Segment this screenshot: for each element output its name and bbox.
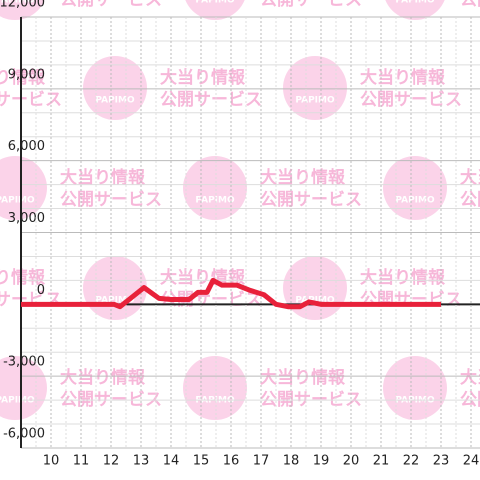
watermark-logo: [283, 256, 347, 320]
watermark-text: 大当り情報: [360, 67, 446, 88]
x-tick-label: 12: [103, 454, 120, 469]
watermark-logo-text: PAPIMO: [95, 96, 135, 106]
y-tick-label: 9,000: [8, 67, 45, 82]
x-tick-label: 18: [283, 454, 300, 469]
x-tick-label: 23: [433, 454, 450, 469]
watermark-text: 公開サービス: [260, 190, 362, 210]
watermark-logo-text: PAPIMO: [195, 196, 235, 206]
watermark-logo-text: PAPIMO: [395, 0, 435, 6]
watermark-logo: [183, 156, 247, 220]
watermark-text: 公開サービス: [460, 190, 480, 210]
x-tick-label: 16: [223, 454, 240, 469]
watermark-text: 公開サービス: [0, 90, 62, 110]
y-tick-label: 6,000: [8, 139, 45, 154]
plot: [21, 277, 441, 310]
x-tick-label: 20: [343, 454, 360, 469]
x-tick-label: 19: [313, 454, 330, 469]
watermark-text: 公開サービス: [460, 0, 480, 10]
watermark-text: 大当り情報: [360, 267, 446, 288]
watermark-text: 公開サービス: [160, 90, 262, 110]
y-tick-label: 12,000: [0, 0, 45, 11]
watermark-logo: [185, 0, 245, 20]
watermark-logo-text: PAPIMO: [0, 396, 35, 406]
watermark-text: 大当り情報: [260, 167, 346, 188]
watermark-logo-text: PAPIMO: [295, 296, 335, 306]
y-tick-label: -6,000: [3, 427, 45, 442]
y-tick-label: 3,000: [8, 211, 45, 226]
watermark-logo: [83, 56, 147, 120]
watermark-text: 公開サービス: [260, 0, 362, 10]
watermark-text: 大当り情報: [260, 367, 346, 388]
x-tick-label: 15: [193, 454, 210, 469]
watermark-text: 大当り情報: [460, 167, 480, 188]
watermark-text: 大当り情報: [460, 367, 480, 388]
watermark-logo: [0, 156, 47, 220]
x-tick-label: 13: [133, 454, 150, 469]
watermark-logo: [83, 256, 147, 320]
line: [21, 277, 441, 310]
x-tick-label: 14: [163, 454, 180, 469]
y-tick-label: -3,000: [3, 355, 45, 370]
watermark-logo: [385, 0, 445, 20]
watermark-logo-text: PAPIMO: [195, 0, 235, 6]
watermark: PAPIMO大当り情報公開サービスPAPIMO大当り情報公開サービスPAPIMO…: [0, 0, 480, 420]
x-tick-label: 11: [73, 454, 90, 469]
y-tick-label: 0: [37, 283, 45, 298]
watermark-logo-text: PAPIMO: [0, 0, 35, 6]
x-tick-label: 17: [253, 454, 270, 469]
watermark-text: 大当り情報: [60, 367, 146, 388]
x-tick-label: 22: [403, 454, 420, 469]
watermark-logo: [283, 56, 347, 120]
watermark-text: 公開サービス: [360, 90, 462, 110]
grid: -6,000 -3,000 0 3,000 6,000 9,000 12,000 10 11 12…: [0, 0, 480, 469]
watermark-logo: [183, 356, 247, 420]
watermark-text: 大当り情報: [160, 67, 246, 88]
watermark-text: 大当り情報: [0, 267, 46, 288]
watermark-logo: [0, 0, 45, 20]
watermark-logo: [383, 356, 447, 420]
watermark-logo-text: PAPIMO: [95, 296, 135, 306]
watermark-logo: [383, 156, 447, 220]
x-tick-label: 21: [373, 454, 390, 469]
watermark-text: 公開サービス: [60, 0, 162, 10]
watermark-text: 公開サービス: [60, 190, 162, 210]
watermark-logo-text: PAPIMO: [295, 96, 335, 106]
watermark-text: 公開サービス: [0, 290, 62, 310]
watermark-logo-text: PAPIMO: [395, 196, 435, 206]
watermark-logo-text: PAPIMO: [0, 196, 35, 206]
x-tick-label: 24: [463, 454, 480, 469]
x-tick-label: 10: [43, 454, 60, 469]
watermark-text: 大当り情報: [0, 67, 46, 88]
watermark-logo: [0, 356, 47, 420]
